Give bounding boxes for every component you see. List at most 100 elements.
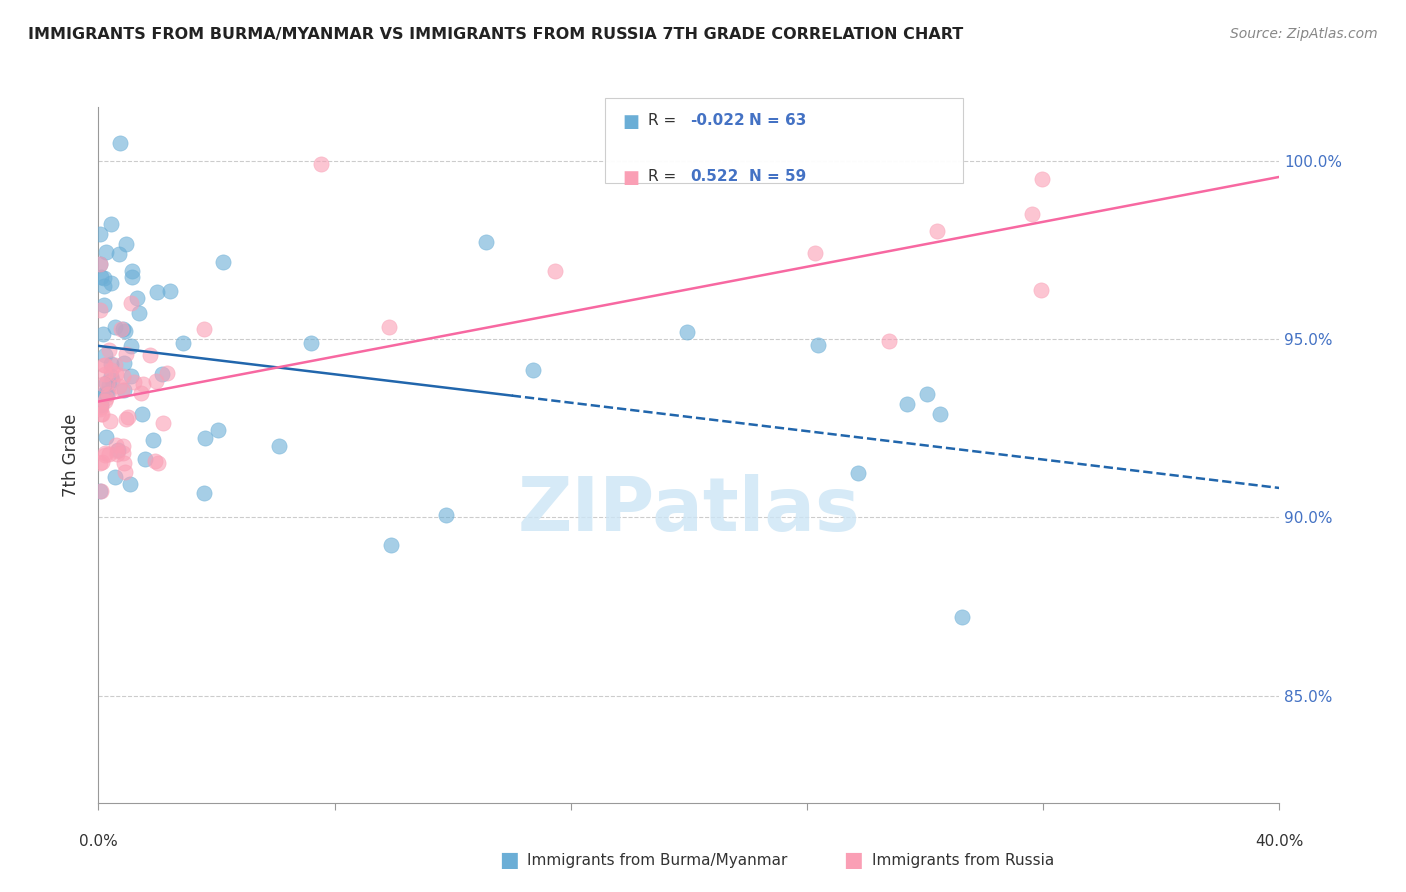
Point	[96, 386, 118, 401]
Point	[105, 447, 128, 461]
Text: -0.022: -0.022	[690, 113, 745, 128]
Point	[94, 376, 117, 390]
Point	[110, 321, 132, 335]
Point	[97, 386, 120, 401]
Point	[120, 296, 142, 310]
Point	[108, 136, 131, 150]
Point	[89, 257, 111, 271]
Point	[378, 320, 401, 334]
Point	[112, 368, 135, 383]
Point	[475, 235, 498, 249]
Point	[676, 325, 699, 339]
Point	[950, 609, 973, 624]
Point	[1029, 283, 1052, 297]
Point	[139, 348, 162, 362]
Point	[207, 423, 229, 437]
Point	[91, 376, 114, 391]
Point	[434, 508, 457, 523]
Point	[111, 384, 134, 398]
Point	[96, 376, 118, 391]
Point	[896, 397, 918, 411]
Point	[100, 373, 122, 387]
Point	[90, 270, 112, 285]
Point	[93, 358, 115, 372]
Point	[108, 247, 131, 261]
Point	[90, 483, 112, 498]
Point	[120, 477, 142, 491]
Point	[115, 412, 138, 426]
Point	[94, 446, 117, 460]
Point	[193, 322, 215, 336]
Point	[93, 279, 115, 293]
Point	[522, 363, 544, 377]
Point	[107, 442, 129, 457]
Point	[112, 356, 135, 370]
Point	[90, 398, 112, 412]
Point	[94, 430, 117, 444]
Point	[193, 486, 215, 500]
Point	[120, 369, 142, 384]
Text: Source: ZipAtlas.com: Source: ZipAtlas.com	[1230, 27, 1378, 41]
Point	[94, 358, 117, 372]
Point	[150, 368, 173, 382]
Point	[112, 384, 135, 398]
Point	[803, 246, 825, 260]
Point	[107, 443, 129, 458]
Point	[115, 236, 138, 251]
Point	[89, 484, 111, 499]
Point	[131, 407, 153, 421]
Point	[98, 414, 121, 428]
Text: ■: ■	[844, 850, 863, 870]
Point	[269, 439, 291, 453]
Point	[146, 285, 169, 299]
Point	[94, 391, 117, 405]
Point	[93, 270, 115, 285]
Text: ■: ■	[623, 113, 640, 131]
Point	[1021, 206, 1043, 220]
Point	[91, 455, 114, 469]
Point	[104, 358, 127, 372]
Point	[91, 326, 114, 341]
Point	[142, 434, 165, 448]
Point	[159, 285, 181, 299]
Point	[925, 224, 948, 238]
Point	[132, 376, 155, 391]
Text: Immigrants from Russia: Immigrants from Russia	[872, 853, 1054, 868]
Point	[114, 465, 136, 479]
Point	[89, 257, 111, 271]
Point	[103, 320, 125, 334]
Y-axis label: 7th Grade: 7th Grade	[62, 413, 80, 497]
Point	[91, 388, 114, 402]
Point	[915, 386, 938, 401]
Point	[104, 470, 127, 484]
Point	[117, 409, 139, 424]
Text: N = 59: N = 59	[749, 169, 807, 185]
Point	[97, 343, 120, 358]
Point	[807, 338, 830, 352]
Point	[100, 357, 122, 371]
Point	[96, 385, 118, 400]
Point	[145, 374, 167, 388]
Point	[194, 431, 217, 445]
Point	[94, 367, 117, 381]
Point	[94, 393, 117, 408]
Text: IMMIGRANTS FROM BURMA/MYANMAR VS IMMIGRANTS FROM RUSSIA 7TH GRADE CORRELATION CH: IMMIGRANTS FROM BURMA/MYANMAR VS IMMIGRA…	[28, 27, 963, 42]
Point	[98, 377, 121, 392]
Point	[134, 451, 156, 466]
Point	[121, 264, 143, 278]
Point	[112, 446, 135, 460]
Point	[94, 448, 117, 462]
Point	[112, 439, 135, 453]
Point	[93, 298, 115, 312]
Point	[309, 157, 332, 171]
Point	[105, 367, 128, 381]
Point	[107, 379, 129, 393]
Point	[89, 456, 111, 470]
Point	[100, 276, 122, 290]
Text: R =: R =	[648, 113, 682, 128]
Text: ■: ■	[623, 169, 640, 187]
Text: 0.522: 0.522	[690, 169, 738, 185]
Point	[97, 447, 120, 461]
Point	[122, 375, 145, 389]
Point	[89, 402, 111, 417]
